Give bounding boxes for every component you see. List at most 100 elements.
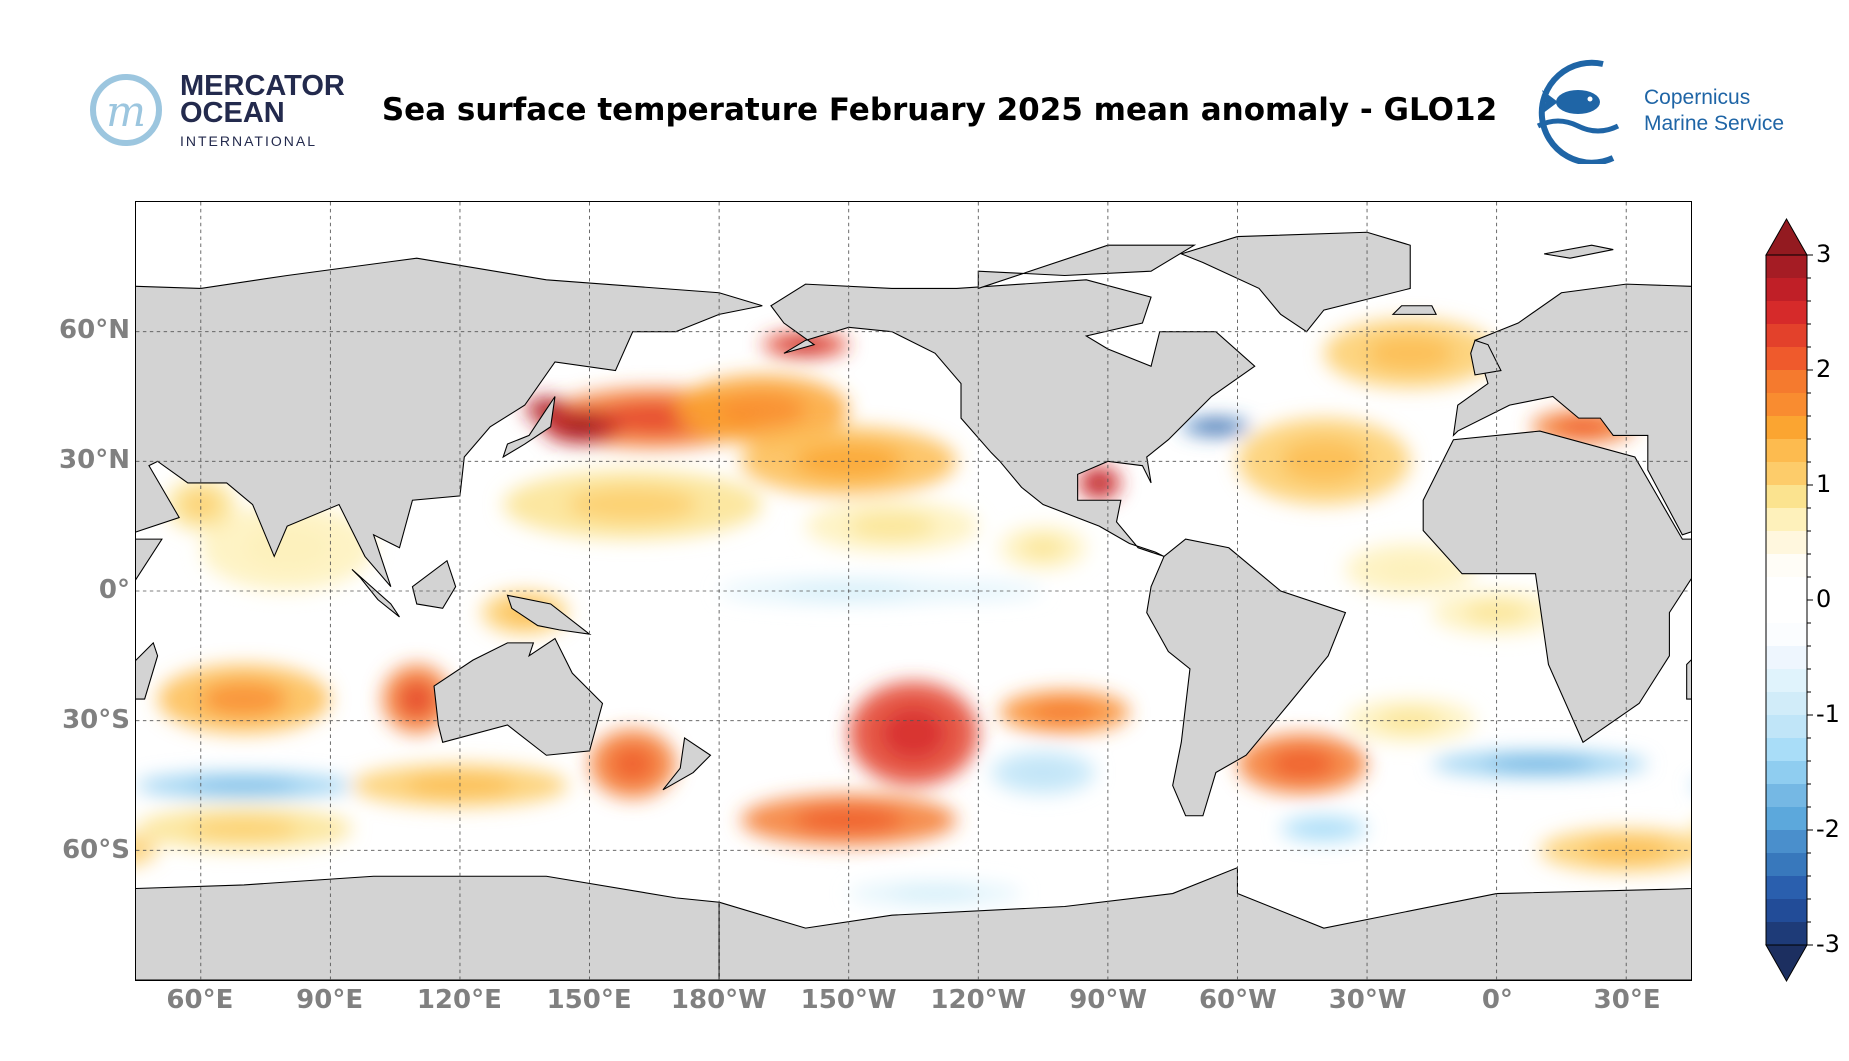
colorbar-band — [1766, 692, 1807, 716]
land-borneo — [411, 559, 457, 609]
colorbar-band — [1766, 255, 1807, 279]
mercator-ocean-logo: m MERCATOR OCEAN INTERNATIONAL — [88, 70, 345, 160]
colorbar-band — [1766, 439, 1807, 463]
colorbar-band — [1766, 301, 1807, 325]
colorbar-tick-label: -1 — [1816, 700, 1840, 728]
anomaly-core — [200, 681, 288, 717]
lon-tick-label: 30°E — [1593, 985, 1661, 1015]
anomaly-core — [189, 817, 298, 840]
colorbar-tick-label: 1 — [1816, 470, 1832, 498]
anomaly-core — [719, 392, 806, 427]
lat-tick-label: 60°S — [62, 835, 130, 865]
lon-tick-label: 150°E — [546, 985, 632, 1015]
land-japan — [502, 396, 556, 459]
land-sumatra — [351, 568, 400, 618]
anomaly-core — [1021, 536, 1065, 559]
anomaly-core — [183, 491, 219, 518]
anomaly-core — [1198, 422, 1234, 432]
lon-tick-label: 120°E — [416, 985, 502, 1015]
anomaly-core — [1017, 761, 1069, 784]
colorbar-band — [1766, 531, 1807, 555]
anomaly-core — [1280, 439, 1368, 483]
colorbar-tick-label: -3 — [1816, 930, 1840, 958]
lon-tick-label: 60°W — [1198, 985, 1277, 1015]
colorbar-band — [1766, 761, 1807, 785]
logo-text-international: INTERNATIONAL — [180, 133, 317, 149]
colorbar-band — [1766, 646, 1807, 670]
colorbar-band — [1766, 715, 1807, 739]
anomaly-core — [1302, 822, 1346, 836]
colorbar-tick-label: 3 — [1816, 240, 1832, 268]
land-svalbard — [1544, 244, 1614, 259]
land-greenland — [1179, 231, 1411, 333]
lat-tick-label: 30°S — [62, 705, 130, 735]
colorbar-band — [1766, 393, 1807, 417]
lon-tick-label: 150°W — [800, 985, 897, 1015]
anomaly-core — [1269, 748, 1335, 780]
lon-tick-label: 90°E — [296, 985, 364, 1015]
lon-tick-label: 90°W — [1069, 985, 1148, 1015]
land-australia — [433, 637, 604, 756]
colorbar-band — [1766, 738, 1807, 762]
colorbar-band — [1766, 278, 1807, 302]
colorbar-band — [1766, 922, 1807, 946]
colorbar-band — [1766, 554, 1807, 578]
colorbar-band — [1766, 600, 1807, 624]
colorbar — [1765, 217, 1813, 983]
logo-text-marine-service: Marine Service — [1644, 112, 1785, 135]
anomaly-core — [1583, 839, 1670, 862]
chart-title: Sea surface temperature February 2025 me… — [381, 92, 1498, 128]
lon-tick-label: 180°W — [670, 985, 767, 1015]
anomaly-core — [561, 418, 601, 436]
land-newzealand — [662, 737, 712, 791]
lon-tick-label: 0° — [1481, 985, 1513, 1015]
colorbar-band — [1766, 485, 1807, 509]
lon-tick-label: 120°W — [930, 985, 1027, 1015]
colorbar-band — [1766, 324, 1807, 348]
colorbar-band — [1766, 462, 1807, 486]
colorbar-band — [1766, 508, 1807, 532]
anomaly-core — [399, 681, 435, 717]
colorbar-tick-label: 2 — [1816, 355, 1832, 383]
sst-anomaly-map — [0, 201, 1849, 981]
colorbar-band — [1766, 623, 1807, 647]
colorbar-band — [1766, 876, 1807, 900]
colorbar-band — [1766, 370, 1807, 394]
colorbar-band — [1766, 807, 1807, 831]
lon-tick-label: 60°E — [166, 985, 234, 1015]
anomaly-core — [567, 487, 698, 522]
anomaly-core — [611, 746, 655, 782]
mercator-m-icon: m — [90, 74, 162, 146]
anomaly-core — [1377, 556, 1443, 583]
anomaly-core — [848, 513, 936, 540]
land-namerica — [770, 279, 1256, 557]
anomaly-core — [1088, 474, 1111, 492]
anomaly-core — [1485, 757, 1594, 771]
colorbar-band — [1766, 830, 1807, 854]
anomaly-core — [1557, 418, 1609, 436]
lat-tick-label: 30°N — [59, 445, 130, 475]
colorbar-band — [1766, 416, 1807, 440]
colorbar-tick-label: -2 — [1816, 815, 1840, 843]
anomaly-core — [243, 526, 331, 570]
colorbar-band — [1766, 669, 1807, 693]
svg-text:m: m — [106, 87, 146, 136]
anomaly-core — [891, 887, 979, 901]
colorbar-extend-min — [1765, 944, 1808, 983]
logo-text-mercator: MERCATOR — [180, 70, 345, 102]
lat-tick-label: 0° — [98, 575, 130, 605]
fish-icon — [1536, 59, 1620, 164]
logo-text-copernicus: Copernicus — [1644, 86, 1751, 109]
copernicus-marine-logo: Copernicus Marine Service — [1508, 58, 1788, 164]
colorbar-tick-label: 0 — [1816, 585, 1832, 613]
colorbar-band — [1766, 577, 1807, 601]
logo-text-ocean: OCEAN — [180, 97, 285, 129]
anomaly-core — [189, 779, 298, 792]
lat-tick-label: 60°N — [59, 315, 130, 345]
anomaly-core — [881, 707, 946, 760]
land-samerica — [1146, 538, 1347, 817]
anomaly-core — [1367, 335, 1454, 371]
colorbar-band — [1766, 899, 1807, 923]
land-newguinea — [506, 594, 592, 636]
colorbar-band — [1766, 853, 1807, 877]
